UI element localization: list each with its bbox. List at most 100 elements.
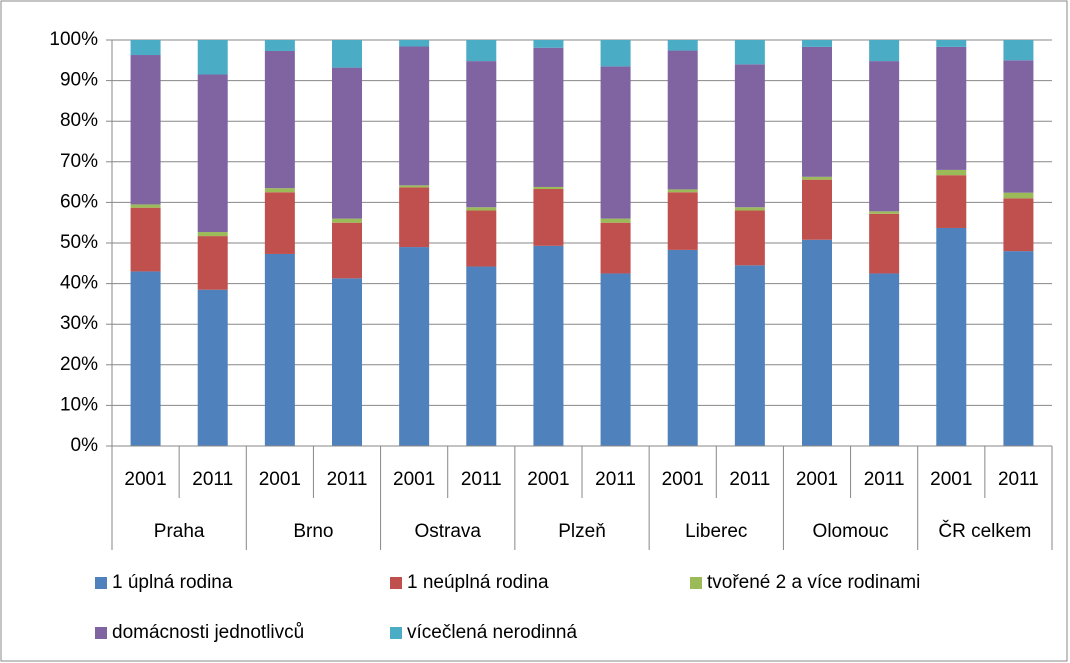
y-tick-label: 60% [60,191,98,212]
bar-segment [802,46,832,177]
x-group-label: Brno [293,521,333,542]
x-group-label: Ostrava [414,521,481,542]
x-group-label: Praha [154,521,205,542]
y-tick-label: 90% [60,70,98,91]
legend-label: 1 neúplná rodina [407,572,549,593]
x-tick-label: 2011 [327,469,368,490]
bar-segment [734,265,765,446]
bar-segment [869,273,900,446]
bar-segment [600,222,631,274]
bar-segment [667,40,698,51]
x-group-label: Liberec [685,521,747,542]
bar-segment [533,40,564,48]
bar-segment [197,74,228,233]
bar-segment [332,40,362,68]
bar-segment [533,186,564,190]
bar-segment [734,207,765,211]
x-group-label: ČR celkem [938,520,1031,542]
bar-segment [130,55,161,205]
bar-segment [936,169,967,176]
bar-segment [1003,192,1034,199]
bar-segment [264,192,295,254]
legend-swatch [390,627,402,639]
bar-segment [399,46,430,186]
bar-segment [869,61,900,212]
bar-segment [264,253,295,446]
legend-swatch [690,577,702,589]
legend-label: 1 úplná rodina [112,572,233,593]
x-tick-label: 2001 [527,469,569,490]
y-tick-label: 80% [60,110,98,131]
bar-segment [869,213,900,274]
bar-segment [264,188,295,193]
bar-segment [936,175,967,228]
bar-segment [332,222,362,279]
bar-segment [533,47,564,187]
bar-segment [197,289,228,446]
legend-swatch [390,577,402,589]
y-tick-label: 0% [71,435,99,456]
bar-segment [399,187,430,248]
x-tick-label: 2001 [930,469,972,490]
bar-segment [1003,198,1034,252]
bar-segment [802,176,832,180]
bar-segment [600,66,631,219]
x-tick-label: 2001 [259,469,301,490]
bar-segment [533,189,564,246]
y-tick-label: 10% [60,394,98,415]
y-tick-label: 70% [60,151,98,172]
x-tick-label: 2001 [796,469,838,490]
bar-segment [802,40,832,47]
bar-segment [936,227,967,446]
bar-segment [197,40,228,75]
bar-segment [466,210,497,267]
bar-segment [600,40,631,67]
x-tick-label: 2011 [729,469,770,490]
bar-segment [600,273,631,446]
bar-segment [667,189,698,193]
bar-segment [130,204,161,208]
bar-segment [130,271,161,446]
bar-segment [130,207,161,272]
x-tick-label: 2011 [998,469,1039,490]
bar-segment [197,232,228,237]
legend-label: vícečlená nerodinná [407,622,577,643]
bar-segment [1003,251,1034,446]
x-tick-label: 2001 [393,469,435,490]
bar-segment [466,266,497,446]
legend-swatch [95,577,107,589]
x-tick-label: 2011 [595,469,636,490]
bar-segment [734,40,765,65]
y-tick-label: 50% [60,232,98,253]
bar-segment [1003,60,1034,193]
y-tick-label: 100% [49,29,98,50]
bar-segment [264,50,295,189]
legend-label: domácnosti jednotlivců [112,622,304,643]
x-tick-label: 2011 [864,469,905,490]
bar-segment [734,210,765,266]
bar-segment [332,67,362,219]
bar-segment [399,247,430,446]
bar-segment [399,185,430,188]
bar-segment [667,192,698,250]
x-tick-label: 2001 [124,469,166,490]
bar-segment [936,46,967,170]
bar-segment [802,239,832,446]
bar-segment [600,218,631,223]
bar-segment [869,211,900,214]
legend-label: tvořené 2 a více rodinami [707,572,920,593]
bar-segment [264,40,295,51]
bar-segment [1003,40,1034,61]
x-group-label: Olomouc [813,521,889,542]
bar-segment [667,249,698,446]
legend-swatch [95,627,107,639]
bar-segment [466,61,497,208]
bar-segment [332,278,362,446]
bar-segment [869,40,900,62]
bar-segment [197,236,228,290]
bar-segment [466,40,497,62]
bar-segment [533,245,564,446]
bar-segment [332,218,362,223]
x-tick-label: 2011 [461,469,502,490]
